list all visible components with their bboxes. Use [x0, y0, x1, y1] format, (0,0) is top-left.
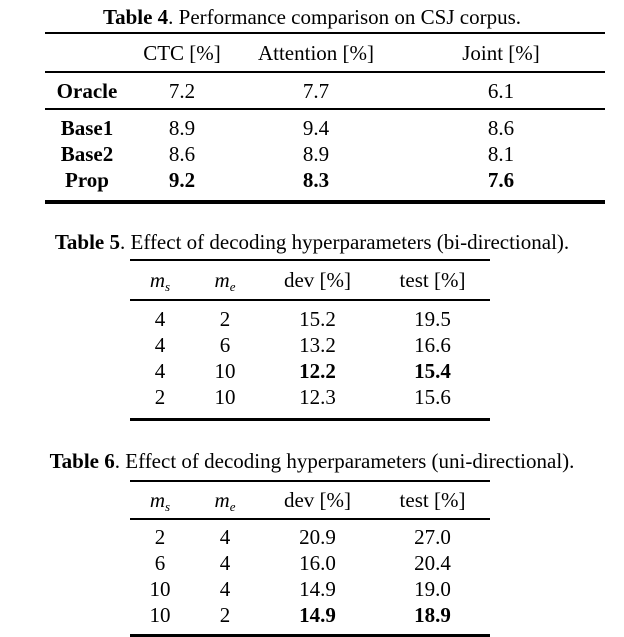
- cell-me: 4: [219, 551, 231, 575]
- me-symbol: m: [214, 268, 230, 292]
- table5-caption-text: . Effect of decoding hyperparameters (bi…: [120, 230, 570, 254]
- row-label: Base2: [60, 142, 114, 166]
- table4-caption-text: . Performance comparison on CSJ corpus.: [168, 5, 522, 29]
- cell-attention: 8.9: [302, 142, 330, 166]
- cell-ms: 4: [154, 307, 166, 331]
- cell-test: 27.0: [414, 525, 451, 549]
- cell-ms: 2: [154, 385, 166, 409]
- table-row: 4 6 13.2 16.6: [130, 332, 490, 358]
- table4-caption-label: Table 4: [102, 5, 169, 29]
- performance-table: CTC [%] Attention [%] Joint [%] Oracle 7…: [45, 32, 605, 204]
- header-cell-empty: [45, 33, 129, 73]
- cell-ctc: 9.2: [168, 168, 196, 192]
- header-cell-ms: ms: [130, 481, 190, 520]
- table6-caption-text: . Effect of decoding hyperparameters (un…: [114, 449, 575, 473]
- cell-ms: 10: [149, 603, 171, 627]
- cell-dev: 16.0: [299, 551, 336, 575]
- cell-dev: 12.3: [299, 385, 336, 409]
- me-subscript: e: [229, 499, 236, 514]
- cell-joint: 7.6: [487, 168, 515, 192]
- table-row-oracle: Oracle 7.2 7.7 6.1: [45, 72, 605, 110]
- cell-dev: 13.2: [299, 333, 336, 357]
- cell-ctc: 8.6: [168, 142, 196, 166]
- row-label: Prop: [65, 168, 109, 192]
- table-row: 10 2 14.9 18.9: [130, 602, 490, 636]
- table-row: 4 10 12.2 15.4: [130, 358, 490, 384]
- row-label: Base1: [60, 116, 114, 140]
- cell-test: 16.6: [414, 333, 451, 357]
- cell-test: 18.9: [414, 603, 451, 627]
- header-cell-dev: dev [%]: [260, 481, 375, 520]
- cell-dev: 12.2: [299, 359, 336, 383]
- unidirectional-table: ms me dev [%] test [%] 2 4 20.9 27.0 6 4…: [130, 480, 490, 637]
- table5-caption: Table 5. Effect of decoding hyperparamet…: [0, 229, 624, 255]
- cell-joint: 8.1: [487, 142, 515, 166]
- me-subscript: e: [229, 279, 236, 294]
- cell-dev: 14.9: [299, 603, 336, 627]
- table-header-row: ms me dev [%] test [%]: [130, 260, 490, 301]
- table6-caption: Table 6. Effect of decoding hyperparamet…: [0, 448, 624, 474]
- cell-me: 4: [219, 525, 231, 549]
- table4-caption: Table 4. Performance comparison on CSJ c…: [0, 0, 624, 30]
- cell-dev: 20.9: [299, 525, 336, 549]
- cell-ms: 4: [154, 359, 166, 383]
- header-cell-ctc: CTC [%]: [129, 33, 235, 73]
- cell-dev: 14.9: [299, 577, 336, 601]
- header-cell-test: test [%]: [375, 481, 490, 520]
- bidirectional-table: ms me dev [%] test [%] 4 2 15.2 19.5 4 6…: [130, 259, 490, 421]
- cell-test: 19.0: [414, 577, 451, 601]
- header-cell-joint: Joint [%]: [397, 33, 605, 73]
- header-cell-attention: Attention [%]: [235, 33, 397, 73]
- table-row: 4 2 15.2 19.5: [130, 300, 490, 332]
- header-cell-ms: ms: [130, 260, 190, 301]
- row-label: Oracle: [45, 72, 129, 110]
- cell-me: 2: [219, 307, 231, 331]
- ms-subscript: s: [165, 499, 171, 514]
- cell-attention: 9.4: [302, 116, 330, 140]
- table-row-base2: Base2 8.6 8.9 8.1: [45, 141, 605, 167]
- table-header-row: CTC [%] Attention [%] Joint [%]: [45, 33, 605, 73]
- cell-me: 4: [219, 577, 231, 601]
- header-cell-test: test [%]: [375, 260, 490, 301]
- table-row-base1: Base1 8.9 9.4 8.6: [45, 109, 605, 141]
- cell-me: 10: [214, 359, 236, 383]
- table-row: 6 4 16.0 20.4: [130, 550, 490, 576]
- cell-ms: 10: [149, 577, 171, 601]
- cell-attention: 8.3: [302, 168, 330, 192]
- table-row-prop: Prop 9.2 8.3 7.6: [45, 167, 605, 202]
- table5-caption-label: Table 5: [54, 230, 120, 254]
- ms-symbol: m: [149, 488, 166, 512]
- table-row: 2 4 20.9 27.0: [130, 519, 490, 550]
- table-row: 2 10 12.3 15.6: [130, 384, 490, 420]
- ms-symbol: m: [149, 268, 166, 292]
- cell-ms: 2: [154, 525, 166, 549]
- cell-test: 20.4: [414, 551, 451, 575]
- cell-ctc: 7.2: [129, 72, 235, 110]
- cell-ms: 4: [154, 333, 166, 357]
- table-header-row: ms me dev [%] test [%]: [130, 481, 490, 520]
- cell-ms: 6: [154, 551, 166, 575]
- ms-subscript: s: [165, 279, 171, 294]
- table6-caption-label: Table 6: [49, 449, 115, 473]
- me-symbol: m: [214, 488, 230, 512]
- header-cell-me: me: [190, 260, 260, 301]
- cell-ctc: 8.9: [168, 116, 196, 140]
- cell-me: 10: [214, 385, 236, 409]
- cell-test: 15.4: [414, 359, 451, 383]
- cell-joint: 6.1: [397, 72, 605, 110]
- cell-attention: 7.7: [235, 72, 397, 110]
- cell-test: 19.5: [414, 307, 451, 331]
- cell-dev: 15.2: [299, 307, 336, 331]
- cell-me: 6: [219, 333, 231, 357]
- cell-test: 15.6: [414, 385, 451, 409]
- header-cell-me: me: [190, 481, 260, 520]
- table-row: 10 4 14.9 19.0: [130, 576, 490, 602]
- cell-me: 2: [219, 603, 231, 627]
- cell-joint: 8.6: [487, 116, 515, 140]
- header-cell-dev: dev [%]: [260, 260, 375, 301]
